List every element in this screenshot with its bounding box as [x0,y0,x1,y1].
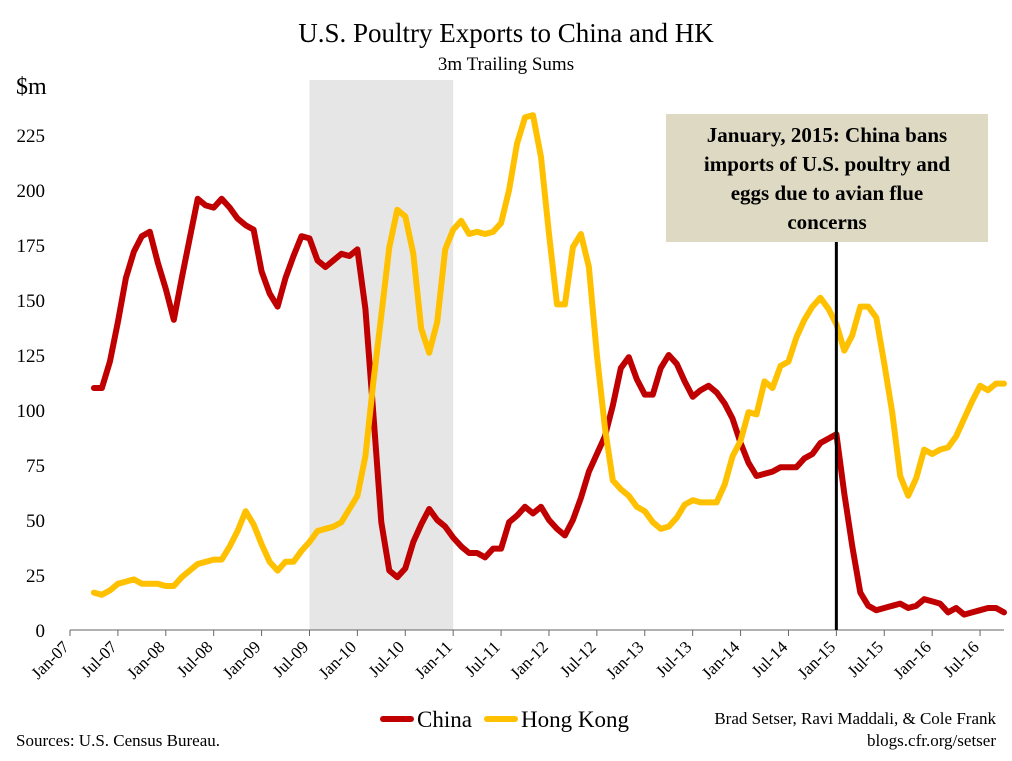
annotation-text-line: eggs due to avian flue [731,181,924,205]
chart-title: U.S. Poultry Exports to China and HK [298,18,714,48]
y-tick-label: 0 [36,621,46,642]
credit-url: blogs.cfr.org/setser [867,731,996,750]
series-line-china [90,195,1007,618]
series-line-hong-kong [90,112,1007,598]
y-tick-label: 25 [26,566,45,587]
annotation-text-line: January, 2015: China bans [707,123,947,147]
annotation-text-line: concerns [787,210,866,234]
y-tick-label: 125 [17,346,46,367]
sources-note: Sources: U.S. Census Bureau. [16,731,220,750]
y-tick-label: 100 [17,401,46,422]
y-tick-label: 175 [17,236,46,257]
legend-label: China [417,707,472,732]
y-tick-label: 225 [17,126,46,147]
y-tick-label: 150 [17,291,46,312]
y-axis-label: $m [16,74,47,100]
annotation-box [666,114,988,242]
legend-label: Hong Kong [521,707,629,732]
annotation-text-line: imports of U.S. poultry and [704,152,951,176]
credit-authors: Brad Setser, Ravi Maddali, & Cole Frank [714,709,996,728]
shaded-period [309,80,454,630]
chart-subtitle: 3m Trailing Sums [438,54,574,75]
y-tick-label: 50 [26,511,45,532]
y-tick-label: 75 [26,456,45,477]
y-tick-label: 200 [17,181,46,202]
